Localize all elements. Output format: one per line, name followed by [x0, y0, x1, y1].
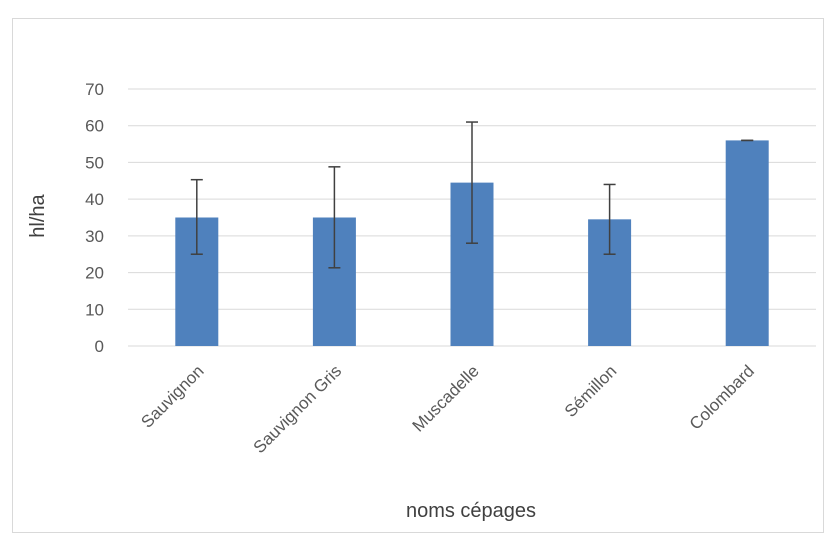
y-tick-label: 30	[85, 227, 104, 246]
x-category-label: Muscadelle	[409, 361, 483, 435]
y-tick-label: 0	[95, 337, 104, 356]
y-tick-label: 10	[85, 300, 104, 319]
x-category-label: Sémillon	[561, 361, 621, 421]
error-bars	[190, 121, 754, 269]
y-tick-label: 70	[85, 80, 104, 99]
y-tick-label: 50	[85, 153, 104, 172]
x-axis-categories: Sauvignon Sauvignon Gris Muscadelle Sémillo…	[137, 361, 758, 457]
y-axis-title: hl/ha	[27, 193, 49, 237]
x-category-label: Sauvignon Gris	[250, 361, 346, 457]
y-tick-label: 20	[85, 264, 104, 283]
y-tick-label: 60	[85, 117, 104, 136]
x-category-label: Colombard	[686, 361, 758, 433]
y-axis-ticks: 0 10 20 30 40 50 60 70	[85, 80, 104, 356]
bar	[725, 140, 769, 346]
x-axis-title: noms cépages	[406, 500, 536, 522]
chart-frame	[12, 18, 824, 533]
y-tick-label: 40	[85, 190, 104, 209]
x-category-label: Sauvignon	[137, 361, 207, 431]
